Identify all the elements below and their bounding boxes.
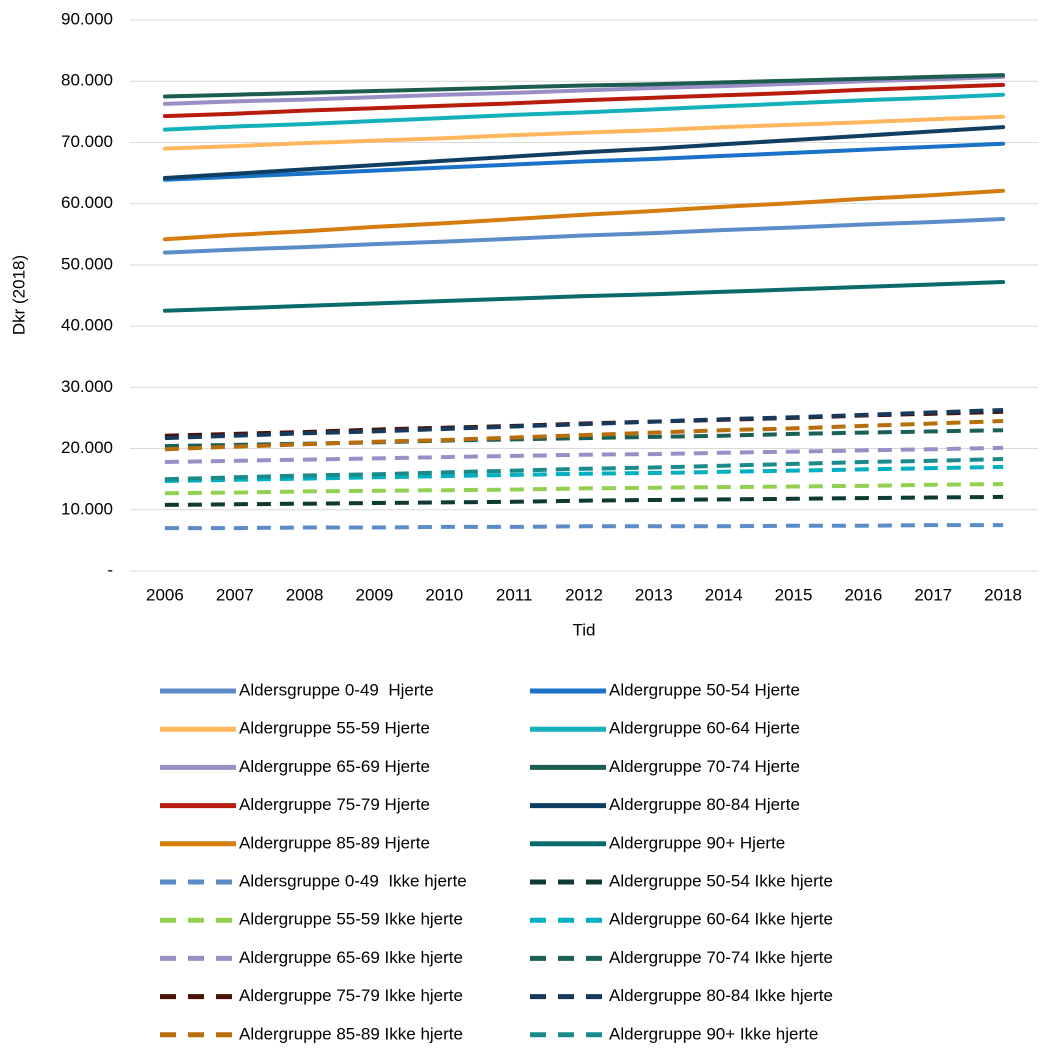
legend-label: Aldergruppe 55-59 Hjerte	[239, 719, 430, 738]
legend-label: Aldergruppe 60-64 Ikke hjerte	[609, 910, 833, 929]
y-tick-label: 30.000	[61, 377, 113, 396]
legend-label: Aldersgruppe 0-49 Hjerte	[239, 680, 434, 699]
x-tick-label: 2018	[984, 585, 1022, 604]
series-line	[164, 419, 1004, 452]
legend-label: Aldersgruppe 0-49 Ikke hjerte	[239, 871, 467, 890]
legend-label: Aldergruppe 60-64 Hjerte	[609, 719, 800, 738]
legend-label: Aldergruppe 50-54 Ikke hjerte	[609, 871, 833, 890]
y-tick-label: 40.000	[61, 316, 113, 335]
legend-label: Aldergruppe 90+ Hjerte	[609, 833, 785, 852]
series-line	[162, 92, 1006, 132]
legend-label: Aldergruppe 50-54 Hjerte	[609, 680, 800, 699]
y-tick-label: 60.000	[61, 193, 113, 212]
y-tick-label: 20.000	[61, 438, 113, 457]
legend-label: Aldergruppe 70-74 Ikke hjerte	[609, 948, 833, 967]
x-tick-label: 2011	[496, 585, 533, 604]
series-line	[164, 482, 1004, 496]
x-tick-label: 2013	[635, 585, 673, 604]
legend-label: Aldergruppe 90+ Ikke hjerte	[609, 1024, 818, 1043]
series-line	[162, 217, 1006, 255]
legend-label: Aldergruppe 75-79 Hjerte	[239, 795, 430, 814]
series-line	[162, 82, 1006, 119]
x-tick-label: 2016	[844, 585, 882, 604]
y-tick-label: 10.000	[61, 499, 113, 518]
series-line	[162, 114, 1006, 151]
series-line	[162, 125, 1006, 180]
legend-label: Aldergruppe 65-69 Hjerte	[239, 757, 430, 776]
series-line	[162, 74, 1006, 106]
series-line	[164, 464, 1004, 483]
series-line	[164, 408, 1004, 441]
y-axis-title: Dkr (2018)	[9, 255, 28, 335]
legend-label: Aldergruppe 85-89 Ikke hjerte	[239, 1024, 463, 1043]
series-line	[162, 73, 1006, 99]
series-line	[162, 188, 1006, 242]
x-tick-label: 2012	[565, 585, 603, 604]
x-tick-label: 2010	[425, 585, 463, 604]
legend-label: Aldergruppe 80-84 Hjerte	[609, 795, 800, 814]
y-tick-label: 80.000	[61, 71, 113, 90]
legend-label: Aldergruppe 65-69 Ikke hjerte	[239, 948, 463, 967]
x-tick-label: 2015	[775, 585, 813, 604]
y-tick-label: 70.000	[61, 132, 113, 151]
series-line	[162, 141, 1006, 182]
x-tick-label: 2006	[146, 585, 184, 604]
series-line	[164, 494, 1004, 507]
series-line	[164, 457, 1004, 482]
y-tick-label: 50.000	[61, 254, 113, 273]
x-axis-title: Tid	[573, 620, 596, 639]
series-line	[164, 445, 1004, 464]
legend-label: Aldergruppe 85-89 Hjerte	[239, 833, 430, 852]
legend-label: Aldergruppe 55-59 Ikke hjerte	[239, 910, 463, 929]
series-line	[162, 280, 1006, 313]
legend-label: Aldergruppe 75-79 Ikke hjerte	[239, 986, 463, 1005]
series-line	[164, 523, 1004, 531]
y-tick-label: -	[107, 560, 113, 579]
x-tick-label: 2014	[705, 585, 743, 604]
y-tick-label: 90.000	[61, 9, 113, 28]
x-tick-label: 2008	[286, 585, 324, 604]
legend-label: Aldergruppe 70-74 Hjerte	[609, 757, 800, 776]
x-tick-label: 2009	[356, 585, 394, 604]
x-tick-label: 2007	[216, 585, 254, 604]
legend-label: Aldergruppe 80-84 Ikke hjerte	[609, 986, 833, 1005]
x-tick-label: 2017	[914, 585, 952, 604]
